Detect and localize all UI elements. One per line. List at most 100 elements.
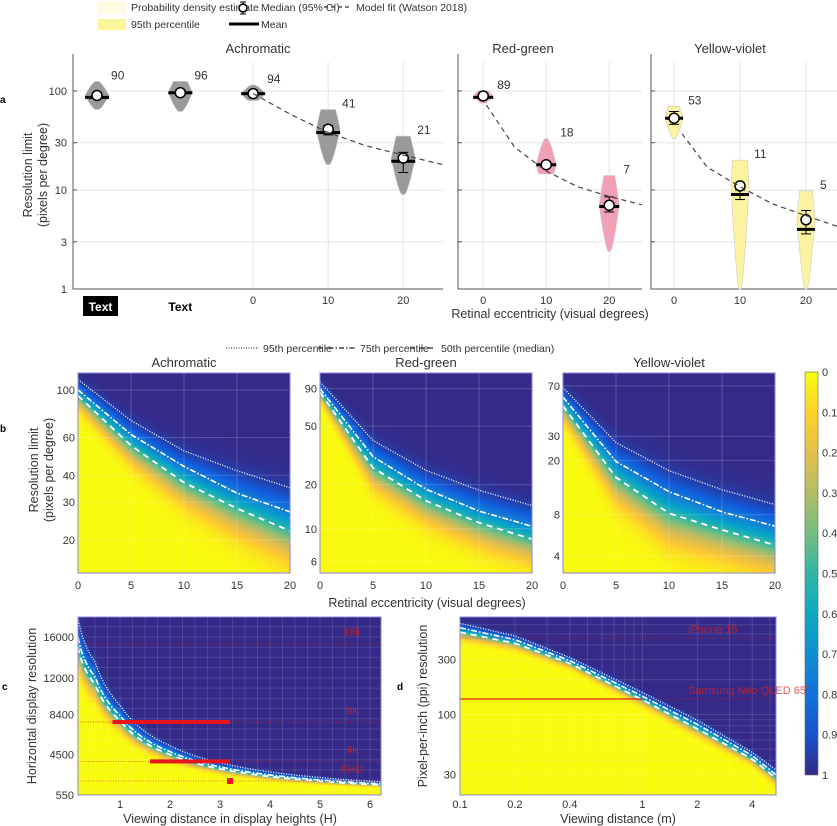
y-tick-label: 10 — [305, 524, 317, 536]
colorbar-tick-label: 1 — [822, 770, 828, 782]
panel-title: Achromatic — [225, 41, 291, 56]
x-tick-label: 10 — [322, 295, 334, 307]
model-fit-line — [681, 133, 837, 227]
d-xlabel: Viewing distance (m) — [560, 812, 676, 826]
value-label: 11 — [754, 147, 767, 161]
panel-label-d: d — [397, 682, 403, 693]
x-tick-label: 15 — [473, 580, 485, 592]
y-tick-label: 30 — [548, 431, 560, 443]
b-ylabel-line2: (pixels per degree) — [42, 418, 56, 522]
x-tick-label: 0 — [317, 580, 323, 592]
x-tick-label: 3 — [217, 799, 223, 811]
median-marker — [540, 158, 552, 171]
x-tick-label: 20 — [800, 295, 812, 307]
legend-density-label: Probability density estimate — [131, 2, 259, 14]
y-tick-label: 3 — [61, 237, 67, 249]
b-xlabel: Retinal eccentricity (visual degrees) — [328, 596, 525, 610]
violin — [598, 175, 620, 252]
colorbar-tick-label: 0.4 — [822, 528, 837, 540]
y-tick-label: 70 — [548, 381, 560, 393]
p95-curve — [77, 378, 291, 489]
x-tick-label: 2 — [694, 799, 700, 811]
x-tick-label: 20 — [284, 580, 296, 592]
x-tick-label: 0 — [75, 580, 81, 592]
y-tick-label: 100 — [438, 709, 456, 721]
value-label: 41 — [342, 96, 356, 110]
x-tick-label: 0.2 — [507, 799, 522, 811]
x-tick-label: 15 — [716, 580, 728, 592]
a-ylabel: Resolution limit (pixels per degree) — [21, 123, 50, 227]
value-label: 53 — [688, 93, 702, 107]
y-tick-label: 4 — [554, 551, 560, 563]
violin-group: 18 — [535, 126, 574, 175]
median-marker — [174, 86, 187, 99]
panel-a-red-green: Red-green 0 10 20 89 18 7 — [457, 41, 643, 307]
category-label: Text — [89, 300, 113, 314]
reference-label: iPhone 15 — [688, 624, 738, 636]
axes-frame — [77, 372, 291, 574]
category-label-bg — [83, 296, 119, 316]
panel-label-b: b — [0, 424, 6, 435]
x-tick-label: 5 — [128, 580, 134, 592]
panel-c: 1 2 3 4 5 6 550 4500 8400 12000 16000 16k 8k 4k FHD — [43, 616, 382, 811]
x-tick-label: 4 — [267, 799, 273, 811]
x-tick-label: 15 — [231, 580, 243, 592]
panel-label-c: c — [2, 682, 8, 693]
panel-title: Red-green — [395, 355, 456, 370]
p50-curve — [562, 405, 776, 546]
value-label: 18 — [560, 126, 574, 140]
legend-median-label: Median (95% CI) — [261, 2, 340, 14]
heatmap-b-2 — [563, 373, 775, 573]
x-tick-label: 1 — [639, 799, 645, 811]
x-tick-label: 0.4 — [562, 799, 577, 811]
colorbar-tick-label: 0.8 — [822, 689, 837, 701]
a-ylabel-line1: Resolution limit — [21, 132, 35, 217]
y-tick-label: 8 — [554, 510, 560, 522]
x-tick-label: 0 — [671, 295, 677, 307]
p50-curve — [77, 647, 382, 786]
legend-a: Probability density estimate 95th percen… — [98, 1, 467, 31]
y-tick-label: 100 — [57, 385, 75, 397]
panel-title: Yellow-violet — [694, 41, 766, 56]
x-tick-label: 0 — [250, 295, 256, 307]
y-tick-label: 90 — [305, 384, 317, 396]
axes-frame — [319, 372, 533, 574]
legend-b-p75: 75th percentile — [360, 343, 429, 355]
x-tick-label: 10 — [734, 295, 746, 307]
y-tick-label: 30 — [444, 770, 456, 782]
violin-group: 90 — [84, 68, 125, 110]
legend-p95-label: 95th percentile — [131, 19, 200, 31]
x-tick-label: 5 — [317, 799, 323, 811]
y-tick-label: 20 — [305, 480, 317, 492]
legend-b: 95th percentile 75th percentile 50th per… — [226, 343, 554, 355]
median-marker — [603, 199, 615, 212]
a-ylabel-line2: (pixels per degree) — [36, 123, 50, 227]
reference-label: 4k — [346, 744, 358, 756]
x-tick-label: 10 — [420, 580, 432, 592]
x-tick-label: 6 — [367, 799, 373, 811]
x-tick-label: 20 — [603, 295, 615, 307]
x-tick-label: 1 — [117, 799, 123, 811]
colorbar: 0 0.1 0.2 0.3 0.4 0.5 0.6 0.7 0.8 0.9 1 — [804, 367, 837, 782]
x-tick-label: 5 — [370, 580, 376, 592]
p75-curve — [562, 396, 776, 527]
panel-title: Yellow-violet — [633, 355, 705, 370]
model-fit-line — [485, 104, 643, 206]
p95-curve — [319, 381, 533, 507]
colorbar-tick-label: 0.2 — [822, 448, 837, 460]
a-xlabel: Retinal eccentricity (visual degrees) — [451, 307, 648, 321]
value-label: 7 — [623, 163, 630, 177]
panel-b-red-green: Red-green 0 5 10 15 20 6 10 20 50 90 — [305, 355, 538, 592]
median-marker — [91, 89, 103, 102]
value-label: 5 — [820, 178, 827, 192]
x-tick-label: 0 — [480, 295, 486, 307]
panel-a-yellow-violet: Yellow-violet 0 10 20 53 11 5 — [650, 41, 837, 307]
x-tick-label: 2 — [167, 799, 173, 811]
colorbar-tick-label: 0.5 — [822, 569, 837, 581]
violin-group: 96 — [168, 68, 208, 112]
axis-line — [457, 54, 642, 290]
panel-label-a: a — [0, 95, 6, 106]
p75-curve — [459, 626, 777, 776]
y-tick-label: 20 — [63, 535, 75, 547]
x-tick-label: 5 — [613, 580, 619, 592]
